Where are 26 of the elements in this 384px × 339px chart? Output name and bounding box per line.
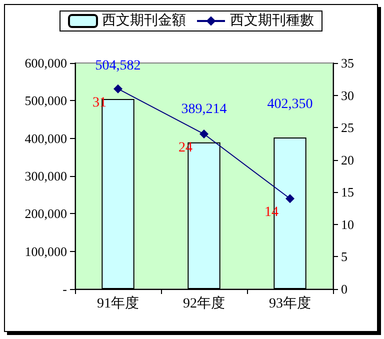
y2-tick-label: 25	[341, 120, 354, 136]
y-tick-label: 200,000	[24, 206, 67, 222]
data-label: 504,582	[95, 58, 141, 74]
legend-label: 西文期刊種數	[230, 12, 314, 28]
point	[286, 194, 294, 204]
data-label: 402,350	[267, 96, 313, 112]
y2-tick-label: 10	[341, 216, 354, 232]
point	[200, 130, 208, 139]
y-tick-label: 100,000	[24, 244, 67, 259]
y-tick-label: 400,000	[24, 130, 67, 146]
y2-tick-label: 15	[341, 184, 354, 200]
y2-tick-label: 30	[341, 88, 354, 103]
legend-label: 西文期刊金額	[102, 12, 186, 28]
y-tick-label: -	[62, 282, 67, 296]
point	[114, 84, 122, 94]
x-tick-label: 91年度	[97, 296, 139, 312]
x-tick-label: 92年度	[183, 296, 225, 312]
y-tick-label: 600,000	[24, 56, 67, 70]
data-label: 389,214	[181, 102, 227, 117]
y2-tick-label: 20	[341, 152, 354, 168]
y2-tick-label: 5	[341, 249, 348, 264]
y2-tick-label: 0	[341, 282, 348, 296]
x-tick-label: 93年度	[269, 296, 311, 312]
y2-tick-label: 35	[341, 56, 354, 70]
y-tick-label: 300,000	[24, 168, 67, 184]
y-tick-label: 500,000	[24, 93, 67, 108]
